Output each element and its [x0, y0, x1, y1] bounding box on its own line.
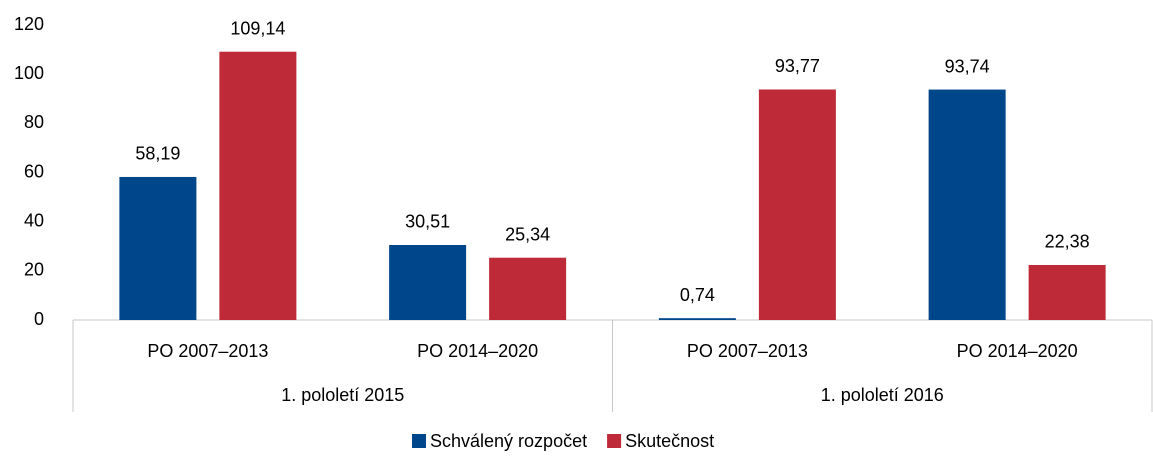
y-tick-label: 60 — [24, 161, 44, 181]
y-tick-label: 80 — [24, 112, 44, 132]
value-label: 93,77 — [775, 56, 820, 76]
value-label: 109,14 — [230, 18, 285, 38]
y-tick-label: 120 — [14, 14, 44, 34]
bar — [658, 318, 736, 320]
value-label: 25,34 — [505, 224, 550, 244]
bar — [119, 176, 197, 320]
bar — [1028, 264, 1106, 320]
group-label: 1. pololetí 2015 — [281, 385, 404, 405]
y-tick-label: 20 — [24, 260, 44, 280]
bar — [389, 244, 467, 320]
x-tick-label: PO 2007–2013 — [687, 341, 808, 361]
x-tick-label: PO 2007–2013 — [147, 341, 268, 361]
bar — [758, 89, 836, 320]
legend-label: Schválený rozpočet — [430, 431, 587, 451]
y-tick-label: 100 — [14, 63, 44, 83]
value-label: 30,51 — [405, 212, 450, 232]
legend-swatch — [412, 434, 426, 448]
value-label: 0,74 — [680, 285, 715, 305]
legend-swatch — [607, 434, 622, 448]
y-tick-label: 0 — [34, 309, 44, 329]
y-tick-label: 40 — [24, 210, 44, 230]
group-label: 1. pololetí 2016 — [821, 385, 944, 405]
bar — [489, 257, 567, 320]
x-tick-label: PO 2014–2020 — [957, 341, 1078, 361]
value-label: 58,19 — [135, 144, 180, 164]
value-label: 22,38 — [1045, 232, 1090, 252]
bar — [928, 89, 1006, 320]
bar — [219, 51, 297, 320]
x-tick-label: PO 2014–2020 — [417, 341, 538, 361]
value-label: 93,74 — [945, 56, 990, 76]
legend-label: Skutečnost — [625, 431, 714, 451]
